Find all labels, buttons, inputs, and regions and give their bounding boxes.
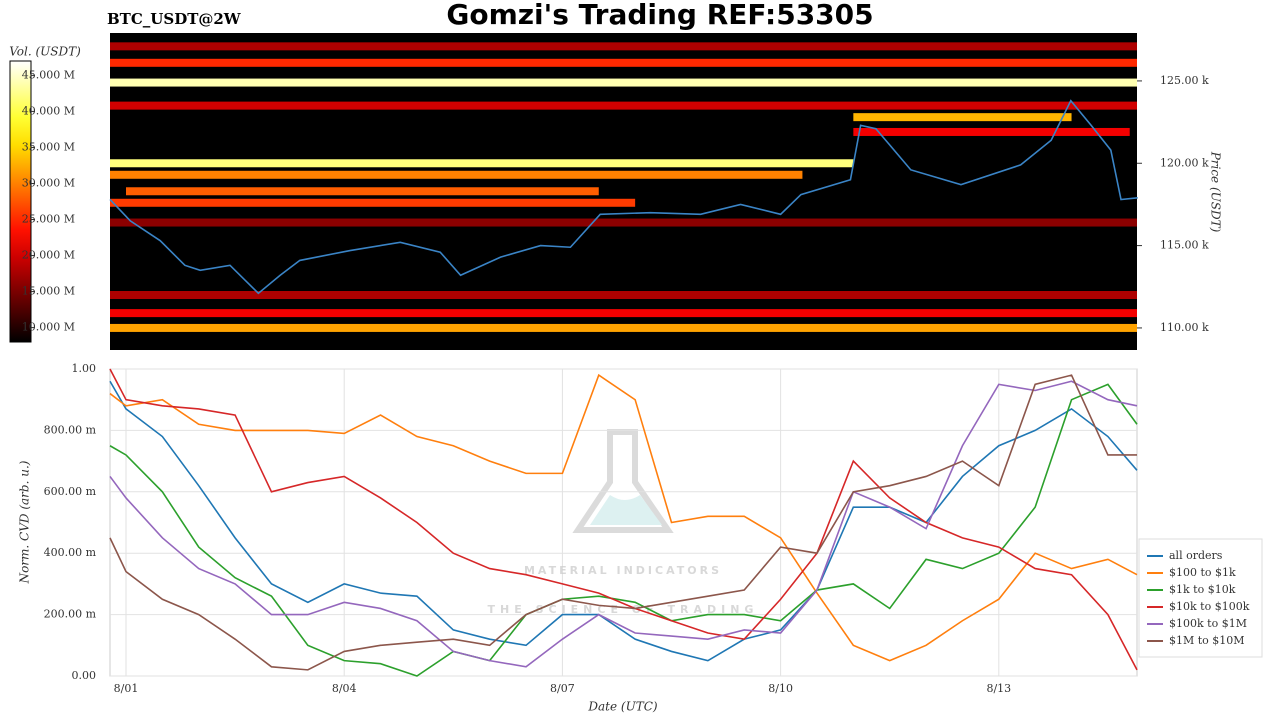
- heatmap-band: [110, 309, 1137, 318]
- chart-subtitle: BTC_USDT@2W: [107, 10, 242, 28]
- heatmap-band: [110, 78, 1137, 87]
- y-tick-label: 125.00 k: [1160, 74, 1209, 87]
- x-tick-label: 8/13: [986, 682, 1011, 695]
- legend-label: $100k to $1M: [1169, 617, 1247, 630]
- legend-label: all orders: [1169, 549, 1223, 562]
- colorbar-tick-label: 25.000 M: [22, 213, 75, 226]
- watermark: MATERIAL INDICATORS: [524, 564, 722, 577]
- heatmap-band: [110, 101, 1137, 110]
- heatmap-band: [110, 159, 854, 168]
- colorbar-tick-label: 30.000 M: [22, 176, 75, 189]
- legend-label: $1k to $10k: [1169, 583, 1236, 596]
- colorbar-tick-label: 40.000 M: [22, 104, 75, 117]
- legend-label: $1M to $10M: [1169, 634, 1245, 647]
- heatmap-band: [110, 198, 636, 207]
- cvd-line: [109, 380, 1138, 668]
- x-tick-label: 8/01: [114, 682, 139, 695]
- y-tick-label: 200.00 m: [44, 608, 97, 621]
- y-axis-label: Price (USDT): [1209, 151, 1223, 233]
- y-tick-label: 115.00 k: [1160, 239, 1209, 252]
- heatmap-band: [110, 170, 803, 179]
- colorbar-label: Vol. (USDT): [9, 45, 81, 59]
- heatmap-band: [110, 218, 1137, 227]
- heatmap-band: [110, 290, 1137, 299]
- heatmap-band: [853, 127, 1130, 136]
- colorbar-tick-label: 15.000 M: [22, 285, 75, 298]
- y-tick-label: 1.00: [72, 362, 97, 375]
- y-tick-label: 120.00 k: [1160, 156, 1209, 169]
- y-tick-label: 0.00: [72, 669, 97, 682]
- y-tick-label: 800.00 m: [44, 423, 97, 436]
- colorbar: [9, 60, 32, 343]
- y-axis-label: Norm. CVD (arb. u.): [18, 460, 32, 584]
- colorbar-tick-label: 45.000 M: [22, 68, 75, 81]
- heatmap-band: [110, 323, 1137, 332]
- y-tick-label: 110.00 k: [1160, 321, 1209, 334]
- price-line: [109, 99, 1138, 295]
- heatmap-band: [110, 58, 1137, 67]
- x-axis-label: Date (UTC): [587, 700, 657, 714]
- y-tick-label: 400.00 m: [44, 546, 97, 559]
- cvd-line: [109, 380, 1138, 662]
- cvd-line: [109, 368, 1138, 671]
- cvd-line: [109, 383, 1138, 677]
- x-tick-label: 8/04: [332, 682, 357, 695]
- chart-title: Gomzi's Trading REF:53305: [446, 0, 873, 31]
- legend-label: $100 to $1k: [1169, 566, 1236, 579]
- colorbar-tick-label: 35.000 M: [22, 140, 75, 153]
- watermark-flask: [572, 429, 674, 533]
- colorbar-tick-label: 20.000 M: [22, 249, 75, 262]
- cvd-line: [109, 373, 1138, 662]
- colorbar-tick-label: 10.000 M: [22, 321, 75, 334]
- heatmap-band: [110, 42, 1137, 51]
- x-tick-label: 8/07: [550, 682, 575, 695]
- plot-area: [109, 368, 1138, 677]
- watermark: THE SCIENCE OF TRADING: [488, 603, 759, 616]
- heatmap-band: [126, 187, 599, 196]
- heatmap-band: [853, 113, 1072, 122]
- legend-box: [1138, 538, 1263, 658]
- legend-label: $10k to $100k: [1169, 600, 1250, 613]
- cvd-line: [109, 374, 1137, 671]
- x-tick-label: 8/10: [768, 682, 793, 695]
- y-tick-label: 600.00 m: [44, 485, 97, 498]
